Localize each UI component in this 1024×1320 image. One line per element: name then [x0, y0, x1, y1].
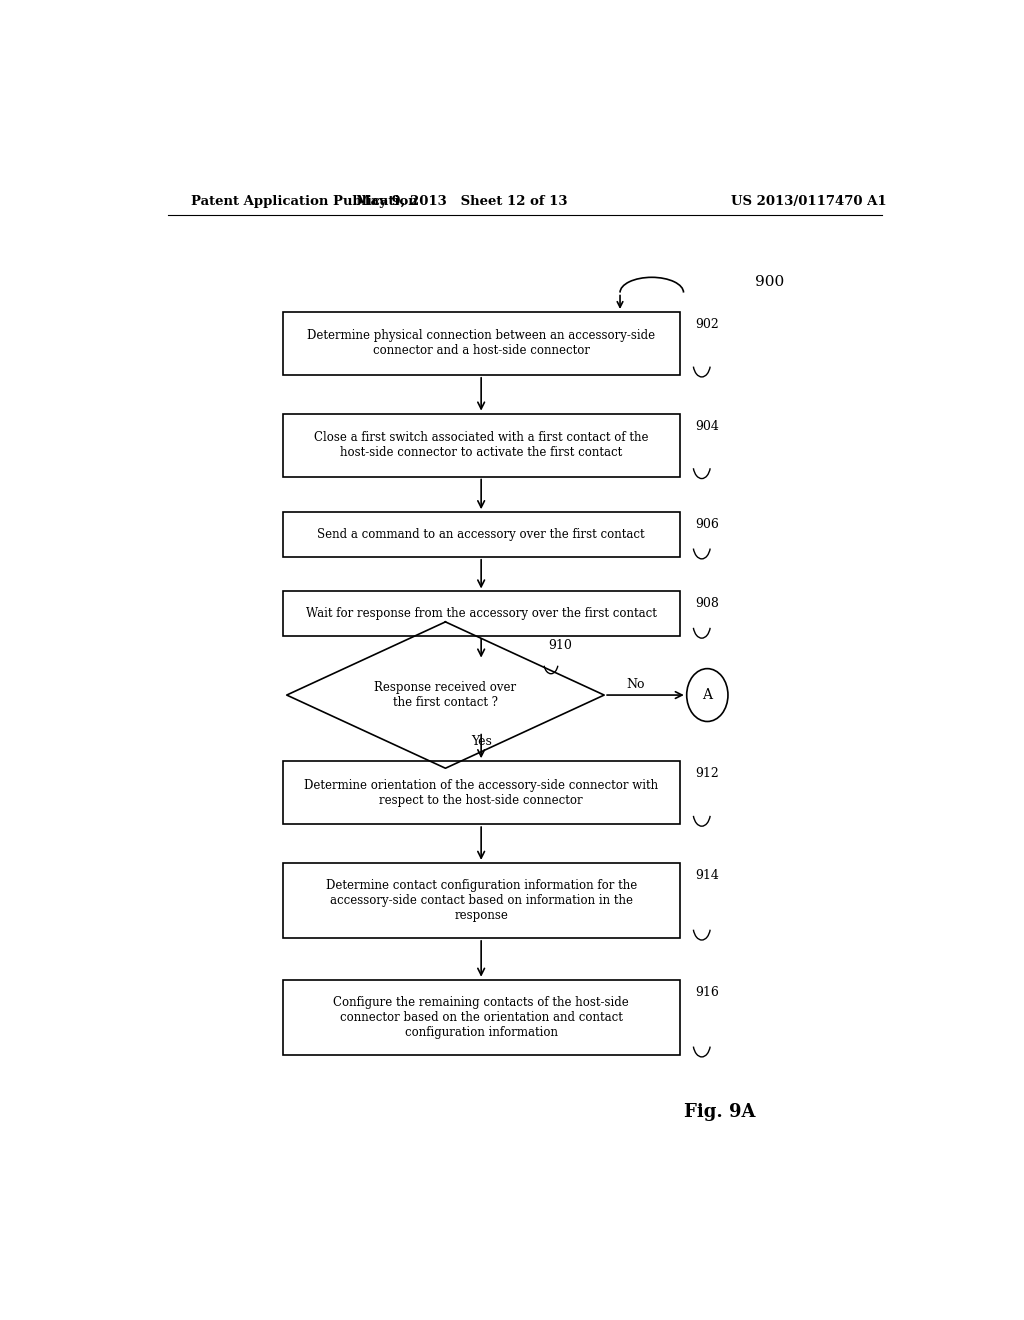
- Text: US 2013/0117470 A1: US 2013/0117470 A1: [731, 194, 887, 207]
- Bar: [283, 312, 680, 375]
- Text: 914: 914: [695, 869, 719, 882]
- Text: 912: 912: [695, 767, 719, 780]
- Bar: [283, 512, 680, 557]
- Bar: [283, 591, 680, 636]
- Text: Configure the remaining contacts of the host-side
connector based on the orienta: Configure the remaining contacts of the …: [333, 995, 629, 1039]
- Text: Send a command to an accessory over the first contact: Send a command to an accessory over the …: [317, 528, 645, 541]
- Text: 900: 900: [755, 276, 784, 289]
- Text: Determine orientation of the accessory-side connector with
respect to the host-s: Determine orientation of the accessory-s…: [304, 779, 658, 807]
- Text: 910: 910: [549, 639, 572, 652]
- Text: Patent Application Publication: Patent Application Publication: [191, 194, 418, 207]
- Bar: [283, 979, 680, 1055]
- Text: A: A: [702, 688, 713, 702]
- Text: Yes: Yes: [471, 735, 492, 748]
- Text: No: No: [627, 678, 645, 692]
- Text: 906: 906: [695, 519, 719, 531]
- Bar: [283, 863, 680, 939]
- Text: May 9, 2013   Sheet 12 of 13: May 9, 2013 Sheet 12 of 13: [355, 194, 567, 207]
- Bar: [283, 413, 680, 477]
- Text: Wait for response from the accessory over the first contact: Wait for response from the accessory ove…: [306, 607, 656, 620]
- Polygon shape: [287, 622, 604, 768]
- Ellipse shape: [687, 669, 728, 722]
- Text: Close a first switch associated with a first contact of the
host-side connector : Close a first switch associated with a f…: [314, 432, 648, 459]
- Text: 902: 902: [695, 318, 719, 331]
- Text: Response received over
the first contact ?: Response received over the first contact…: [375, 681, 516, 709]
- Bar: [283, 762, 680, 824]
- Text: Determine physical connection between an accessory-side
connector and a host-sid: Determine physical connection between an…: [307, 330, 655, 358]
- Text: 904: 904: [695, 420, 719, 433]
- Text: 908: 908: [695, 598, 719, 610]
- Text: Determine contact configuration information for the
accessory-side contact based: Determine contact configuration informat…: [326, 879, 637, 921]
- Text: 916: 916: [695, 986, 719, 999]
- Text: Fig. 9A: Fig. 9A: [684, 1102, 755, 1121]
